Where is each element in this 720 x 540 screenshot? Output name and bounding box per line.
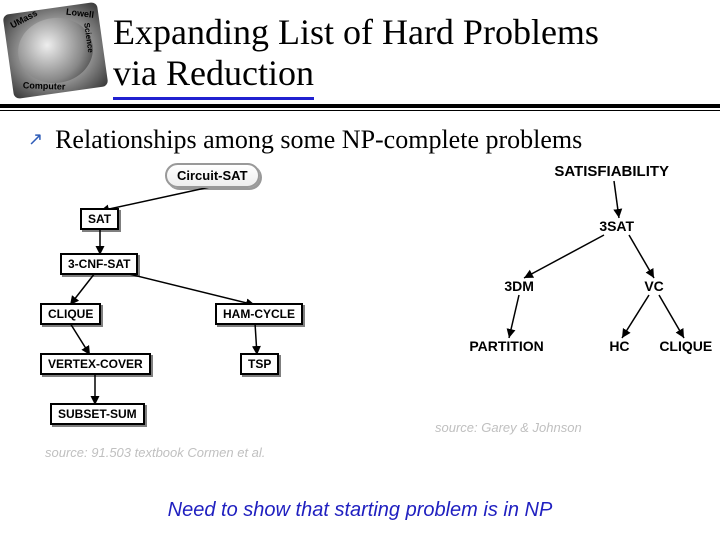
umass-logo: UMass Lowell Computer Science (3, 2, 109, 99)
node-rsat: SATISFIABILITY (554, 163, 669, 180)
right-reduction-tree: SATISFIABILITY3SAT3DMVCPARTITIONHCCLIQUE (424, 163, 700, 443)
bullet-arrow-icon: ↗ (28, 129, 43, 150)
diagrams-area: Circuit-SAT SAT 3-CNF-SAT CLIQUE HAM-CYCLE VE… (0, 163, 720, 443)
footer-note: Need to show that starting problem is in… (0, 499, 720, 522)
logo-text-science: Science (82, 22, 95, 53)
node-vc: VERTEX-COVER (40, 353, 151, 375)
node-rpart: PARTITION (469, 338, 543, 354)
right-tree-edges (424, 163, 700, 443)
logo-text-computer: Computer (23, 80, 66, 91)
left-reduction-tree: Circuit-SAT SAT 3-CNF-SAT CLIQUE HAM-CYCLE VE… (40, 163, 404, 443)
node-cnf: 3-CNF-SAT (60, 253, 138, 275)
logo-text-umass: UMass (9, 8, 39, 30)
slide-title: Expanding List of Hard Problems via Redu… (113, 8, 599, 100)
logo-text-lowell: Lowell (66, 7, 95, 20)
node-rhc: HC (609, 338, 629, 354)
bullet-text: Relationships among some NP-complete pro… (55, 125, 582, 155)
title-line2: via Reduction (113, 53, 314, 99)
bullet-row: ↗ Relationships among some NP-complete p… (28, 125, 720, 155)
node-sat: SAT (80, 208, 119, 230)
node-clq: CLIQUE (40, 303, 101, 325)
node-ham: HAM-CYCLE (215, 303, 303, 325)
divider (0, 104, 720, 111)
header: UMass Lowell Computer Science Expanding … (0, 0, 720, 100)
node-rclq: CLIQUE (659, 338, 712, 354)
source-right: source: Garey & Johnson (435, 420, 582, 435)
node-r3sat: 3SAT (599, 218, 634, 234)
node-ss: SUBSET-SUM (50, 403, 145, 425)
title-line1: Expanding List of Hard Problems (113, 12, 599, 52)
node-circuit-sat: Circuit-SAT (165, 163, 260, 188)
node-r3dm: 3DM (504, 278, 534, 294)
node-rvc: VC (644, 278, 663, 294)
node-tsp: TSP (240, 353, 279, 375)
source-left: source: 91.503 textbook Cormen et al. (45, 445, 265, 460)
